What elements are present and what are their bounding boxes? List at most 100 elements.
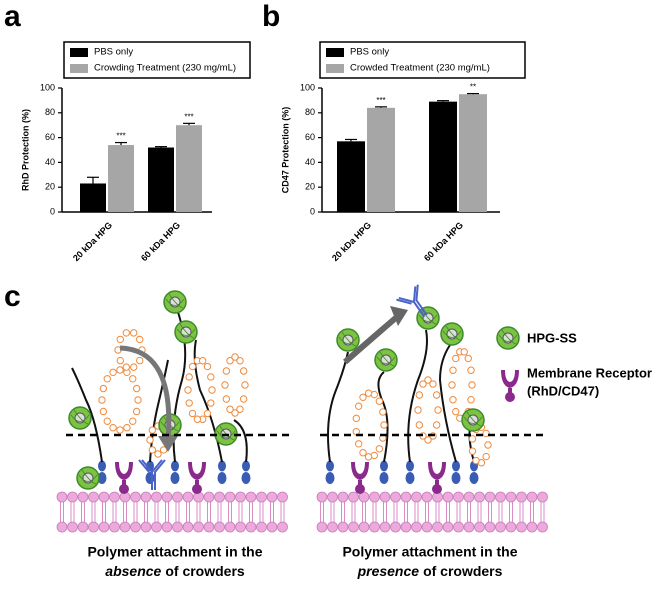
lipid-head: [214, 521, 225, 533]
legend-label: Crowding Treatment (230 mg/mL): [94, 63, 236, 74]
lipid-head: [526, 521, 538, 533]
crowder-bead: [231, 409, 239, 417]
lipid-head: [140, 521, 152, 533]
legend-box: [63, 41, 251, 79]
crowder-bead: [98, 396, 106, 404]
bar: [337, 141, 365, 212]
bar: [459, 94, 487, 212]
legend-swatch: [326, 48, 344, 57]
lipid-head: [224, 521, 236, 533]
lipid-head: [526, 491, 538, 503]
lipid-head: [421, 491, 433, 503]
crowder-bead: [207, 373, 215, 381]
significance: ***: [184, 112, 193, 121]
bar: [176, 125, 202, 212]
anchor: [145, 472, 155, 484]
crowder-bead: [116, 366, 124, 374]
crowder-bead: [432, 391, 441, 399]
legend-box: [319, 41, 526, 79]
lipid-head: [327, 491, 338, 503]
crowder-bead: [241, 381, 249, 389]
crowder-bead: [429, 380, 437, 388]
lipid-head: [348, 491, 359, 503]
arrow-head: [390, 306, 408, 326]
crowder-bead: [129, 375, 137, 383]
caption: of crowders: [165, 563, 245, 579]
y-tick-label: 40: [305, 157, 315, 167]
hpg-arms: [176, 323, 196, 339]
lipid-head: [98, 521, 110, 533]
lipid-head: [224, 491, 236, 503]
crowder-bead: [116, 356, 124, 365]
lipid-head: [235, 491, 246, 503]
y-tick-label: 80: [305, 107, 315, 117]
crowder-bead: [448, 381, 456, 389]
caption-emphasis: absence: [105, 563, 161, 579]
crowder-bead: [154, 450, 162, 458]
receptor: [351, 462, 369, 494]
lipid-head: [77, 491, 89, 503]
lipid-head: [505, 521, 517, 533]
anchor: [326, 460, 334, 472]
crowder-bead: [468, 447, 477, 455]
lipid-head: [88, 491, 99, 503]
lipid-head: [161, 491, 173, 503]
lipid-head: [130, 491, 141, 503]
y-axis-label: RhD Protection (%): [20, 109, 30, 191]
legend-swatch: [70, 64, 88, 73]
anchor: [171, 460, 179, 472]
significance: ***: [116, 132, 125, 141]
crowder-bead: [414, 406, 422, 414]
crowder-bead: [184, 386, 192, 394]
lipid-head: [379, 491, 391, 503]
crowder-bead: [352, 414, 361, 423]
bar: [367, 107, 395, 212]
polymer-chain: [233, 419, 248, 463]
significance: **: [470, 83, 476, 92]
lipid-head: [358, 521, 370, 533]
crowder-bead: [424, 376, 432, 384]
hpg-arms: [463, 411, 483, 427]
antibody: [138, 459, 166, 490]
lipid-head: [172, 521, 183, 533]
lipid-head: [277, 491, 288, 503]
anchor: [469, 472, 479, 484]
x-tick-label: 20 kDa HPG: [330, 220, 373, 263]
crowder-bead: [103, 417, 111, 425]
lipid-head: [390, 521, 401, 533]
crowder-bead: [370, 390, 379, 399]
x-tick-label: 60 kDa HPG: [139, 220, 182, 263]
panel-label: a: [4, 0, 21, 33]
anchor: [452, 460, 460, 472]
y-tick-label: 100: [300, 82, 315, 92]
receptor: [115, 462, 133, 494]
anchor: [97, 472, 107, 484]
crowder-bead: [185, 399, 193, 407]
crowder-bead: [123, 424, 131, 432]
y-tick-label: 20: [305, 182, 315, 192]
crowder-bead: [472, 456, 480, 465]
crowder-bead: [460, 348, 468, 356]
receptor: [188, 462, 206, 494]
caption-emphasis: presence: [357, 563, 420, 579]
y-tick-label: 60: [45, 132, 55, 142]
lipid-head: [369, 491, 380, 503]
crowder-bead: [109, 368, 117, 376]
lipid-head: [495, 491, 506, 503]
crowder-bead: [188, 362, 197, 371]
anchor: [405, 472, 415, 484]
x-tick-label: 20 kDa HPG: [71, 220, 114, 263]
anchor: [241, 472, 251, 484]
crowder-bead: [359, 393, 367, 401]
crowder-bead: [484, 441, 492, 449]
caption: absence of crowders: [105, 563, 245, 579]
lipid-head: [109, 491, 120, 503]
anchor: [218, 460, 226, 472]
legend-label: PBS only: [350, 47, 389, 58]
crowder-bead: [226, 405, 234, 413]
crowder-bead: [468, 381, 476, 389]
lipid-head: [182, 521, 194, 533]
anchor: [325, 472, 335, 484]
lipid-head: [379, 521, 391, 533]
crowder-bead: [354, 440, 363, 448]
